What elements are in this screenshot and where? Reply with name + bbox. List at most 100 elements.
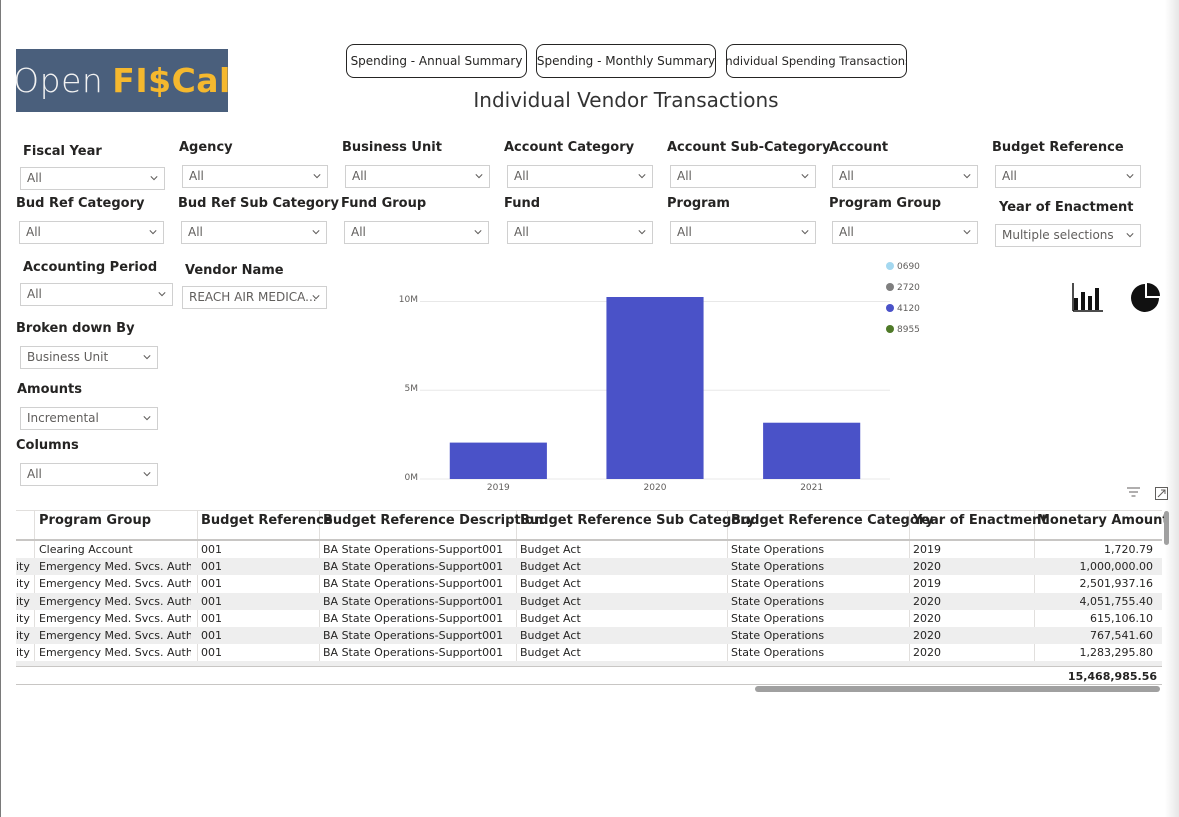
budget-reference-dropdown[interactable]: All: [995, 165, 1141, 188]
bar-2019-4120[interactable]: [449, 442, 547, 479]
table-cell: Emergency Med. Svcs. Authority: [39, 560, 191, 574]
chevron-down-icon: [963, 174, 971, 179]
table-row[interactable]: ity Emergency Med. Svcs. Authority 001 BA S…: [16, 644, 1162, 661]
annual-summary-button[interactable]: Spending - Annual Summary: [346, 44, 527, 78]
x-tick-label: 2020: [643, 483, 667, 493]
legend-label: 8955: [897, 325, 920, 335]
monthly-summary-button[interactable]: Spending - Monthly Summary: [536, 44, 716, 78]
legend-dot-icon: [886, 325, 894, 333]
table-total-row: 15,468,985.56: [16, 666, 1162, 685]
fund-group-dropdown[interactable]: All: [344, 221, 489, 244]
individual-transactions-button[interactable]: Individual Spending Transactions: [726, 44, 907, 78]
fund-dropdown[interactable]: All: [507, 221, 653, 244]
year-of-enactment-label: Year of Enactment: [999, 200, 1134, 215]
column-header[interactable]: Budget Reference: [201, 513, 333, 528]
agency-label: Agency: [179, 140, 233, 155]
business-unit-dropdown[interactable]: All: [345, 165, 490, 188]
vertical-scrollbar[interactable]: [1164, 511, 1169, 545]
columns-value: All: [27, 467, 42, 481]
truncated-cell: ity: [16, 646, 30, 660]
bud-ref-sub-category-value: All: [188, 225, 203, 239]
chevron-down-icon: [963, 230, 971, 235]
table-cell: Emergency Med. Svcs. Authority: [39, 629, 191, 642]
column-header[interactable]: Budget Reference Sub Category: [520, 513, 756, 528]
legend-item[interactable]: 2720: [886, 283, 920, 293]
column-header[interactable]: Year of Enactment: [913, 513, 1048, 528]
fiscal-year-dropdown[interactable]: All: [20, 167, 165, 190]
chevron-down-icon: [801, 174, 809, 179]
column-header[interactable]: Monetary Amount: [1037, 513, 1169, 528]
account-dropdown[interactable]: All: [832, 165, 978, 188]
accounting-period-dropdown[interactable]: All: [20, 283, 173, 306]
agency-dropdown[interactable]: All: [182, 165, 328, 188]
column-header[interactable]: Program Group: [39, 513, 152, 528]
amounts-value: Incremental: [27, 411, 99, 425]
program-group-label: Program Group: [829, 196, 942, 211]
table-row-partial: [16, 661, 1162, 666]
y-tick-label: 0M: [404, 473, 419, 483]
account-category-value: All: [514, 169, 529, 183]
filter-icon[interactable]: [1127, 487, 1140, 498]
column-header[interactable]: Budget Reference Category: [731, 513, 934, 528]
legend-item[interactable]: 8955: [886, 325, 920, 335]
table-cell: Budget Act: [520, 594, 581, 608]
table-cell: Budget Act: [520, 543, 581, 556]
bud-ref-category-label: Bud Ref Category: [16, 196, 145, 211]
columns-dropdown[interactable]: All: [20, 463, 158, 486]
bar-2020-4120[interactable]: [606, 297, 704, 479]
table-cell: State Operations: [731, 543, 825, 556]
column-header[interactable]: Budget Reference Description: [323, 513, 544, 528]
chevron-down-icon: [312, 295, 320, 300]
bud-ref-sub-category-dropdown[interactable]: All: [181, 221, 327, 244]
amounts-dropdown[interactable]: Incremental: [20, 407, 158, 430]
legend-dot-icon: [886, 283, 894, 291]
account-label: Account: [829, 140, 889, 155]
table-cell: 001: [201, 543, 222, 556]
horizontal-scrollbar[interactable]: [755, 686, 1160, 692]
x-tick-label: 2021: [800, 483, 824, 493]
table-row[interactable]: ity Emergency Med. Svcs. Authority 001 BA S…: [16, 610, 1162, 627]
chevron-down-icon: [638, 230, 646, 235]
vendor-name-value: REACH AIR MEDICA...: [189, 290, 317, 304]
pie-chart-icon[interactable]: [1130, 282, 1162, 314]
table-cell: Budget Act: [520, 611, 581, 625]
program-group-dropdown[interactable]: All: [832, 221, 978, 244]
account-sub-category-value: All: [677, 169, 692, 183]
vendor-name-label: Vendor Name: [185, 263, 284, 278]
bar-chart-icon[interactable]: [1072, 282, 1104, 312]
table-row[interactable]: ity Emergency Med. Svcs. Authority 001 BA S…: [16, 592, 1162, 610]
table-cell: 2020: [913, 611, 941, 625]
bud-ref-category-dropdown[interactable]: All: [19, 221, 164, 244]
account-sub-category-dropdown[interactable]: All: [670, 165, 816, 188]
fund-value: All: [514, 225, 529, 239]
focus-mode-icon[interactable]: [1155, 487, 1168, 500]
table-row[interactable]: ity Emergency Med. Svcs. Authority 001 BA S…: [16, 627, 1162, 644]
broken-down-by-dropdown[interactable]: Business Unit: [20, 346, 158, 369]
account-category-dropdown[interactable]: All: [507, 165, 653, 188]
chevron-down-icon: [143, 472, 151, 477]
table-row[interactable]: Clearing Account 001 BA State Operations-S…: [16, 541, 1162, 558]
table-cell: Emergency Med. Svcs. Authority: [39, 577, 191, 591]
table-row[interactable]: ity Emergency Med. Svcs. Authority 001 BA S…: [16, 575, 1162, 592]
table-cell: State Operations: [731, 629, 825, 642]
bar-2021-4120[interactable]: [763, 422, 861, 479]
accounting-period-value: All: [27, 287, 42, 301]
legend-dot-icon: [886, 262, 894, 270]
program-dropdown[interactable]: All: [670, 221, 816, 244]
vendor-name-dropdown[interactable]: REACH AIR MEDICA...: [182, 286, 327, 309]
table-cell: BA State Operations-Support001: [323, 646, 504, 660]
chevron-down-icon: [475, 174, 483, 179]
legend-item[interactable]: 4120: [886, 304, 920, 314]
legend-item[interactable]: 0690: [886, 262, 920, 272]
table-row[interactable]: ity Emergency Med. Svcs. Authority 001 BA S…: [16, 558, 1162, 576]
table-cell: State Operations: [731, 560, 825, 574]
bud-ref-category-value: All: [26, 225, 41, 239]
fiscal-year-label: Fiscal Year: [23, 144, 102, 159]
year-of-enactment-dropdown[interactable]: Multiple selections: [995, 224, 1141, 247]
table-cell: Budget Act: [520, 577, 581, 591]
y-tick-label: 10M: [398, 295, 418, 306]
y-tick-label: 5M: [404, 384, 419, 395]
chevron-down-icon: [150, 176, 158, 181]
truncated-cell: ity: [16, 560, 30, 574]
table-cell: BA State Operations-Support001: [323, 543, 504, 556]
